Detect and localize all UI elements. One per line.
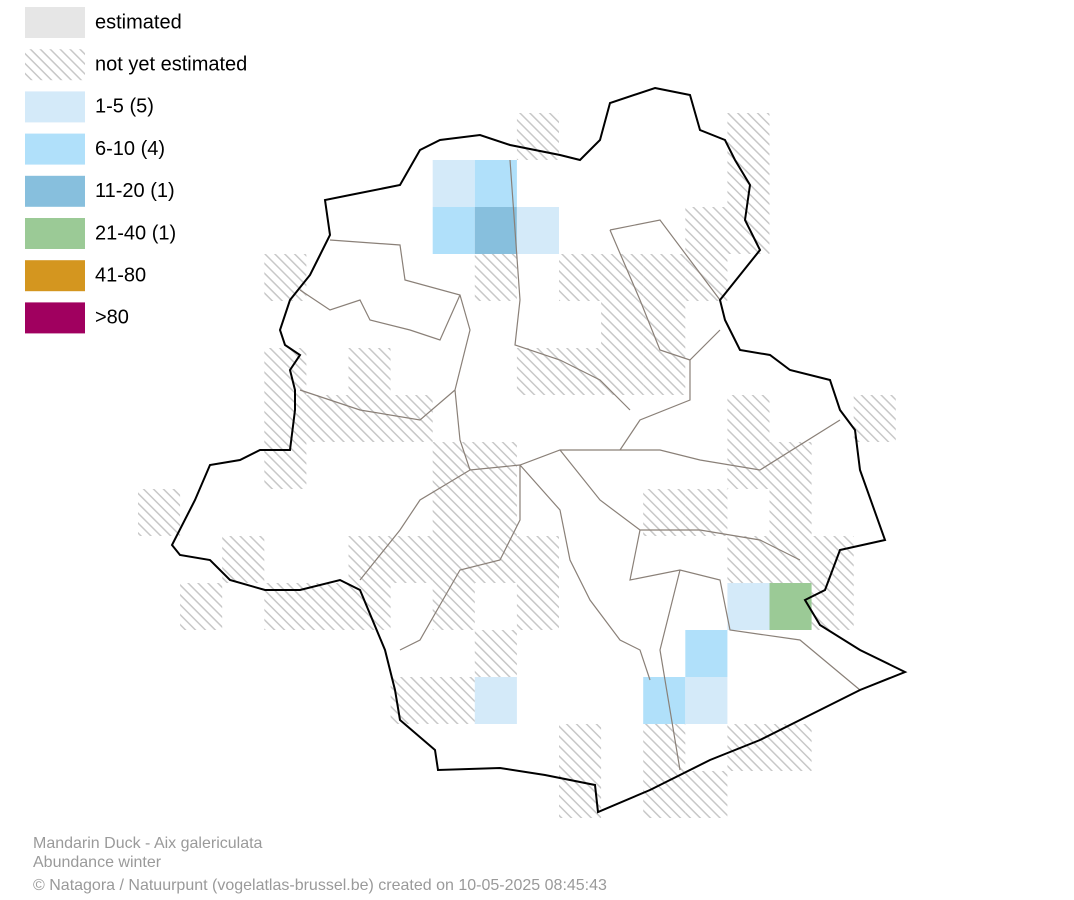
legend-label: 6-10 (4) xyxy=(95,138,165,160)
cell-not-estimated xyxy=(222,536,265,583)
cell-not-estimated xyxy=(727,113,770,160)
cell-not-estimated xyxy=(348,583,391,630)
cell-not-estimated xyxy=(769,489,812,536)
cell-abundance xyxy=(432,160,475,207)
legend-swatch xyxy=(25,133,85,165)
cell-abundance xyxy=(432,207,475,254)
cell-not-estimated xyxy=(853,395,896,442)
cell-not-estimated xyxy=(811,536,854,583)
legend-swatch xyxy=(25,218,85,249)
species-name: Mandarin Duck - Aix galericulata xyxy=(33,835,263,852)
cell-not-estimated xyxy=(432,536,475,583)
municipality-borders xyxy=(299,159,861,771)
cell-not-estimated xyxy=(727,724,770,771)
grid-cells xyxy=(138,113,896,818)
cell-not-estimated xyxy=(601,348,644,395)
cell-not-estimated xyxy=(559,348,602,395)
cell-abundance xyxy=(474,677,517,724)
cell-abundance xyxy=(727,583,770,630)
cell-not-estimated xyxy=(727,207,770,254)
cell-not-estimated xyxy=(601,301,644,348)
cell-abundance xyxy=(685,677,728,724)
cell-abundance xyxy=(769,583,812,630)
region-border xyxy=(170,86,908,814)
cell-not-estimated xyxy=(643,771,686,818)
cell-not-estimated xyxy=(727,536,770,583)
cell-not-estimated xyxy=(516,583,559,630)
cell-not-estimated xyxy=(516,348,559,395)
cell-not-estimated xyxy=(474,489,517,536)
legend-swatch xyxy=(25,91,85,123)
cell-not-estimated xyxy=(643,254,686,301)
legend-swatch xyxy=(25,302,85,334)
legend-swatch xyxy=(25,49,85,81)
cell-abundance xyxy=(685,630,728,677)
cell-not-estimated xyxy=(306,395,349,442)
cell-not-estimated xyxy=(264,254,307,301)
cell-not-estimated xyxy=(685,771,728,818)
cell-not-estimated xyxy=(643,489,686,536)
legend-swatch xyxy=(25,175,85,207)
cell-not-estimated xyxy=(474,536,517,583)
cell-not-estimated xyxy=(685,254,728,301)
cell-not-estimated xyxy=(306,583,349,630)
cell-not-estimated xyxy=(348,536,391,583)
cell-not-estimated xyxy=(474,630,517,677)
cell-not-estimated xyxy=(432,489,475,536)
cell-not-estimated xyxy=(390,536,433,583)
cell-not-estimated xyxy=(348,395,391,442)
cell-not-estimated xyxy=(138,489,181,536)
cell-abundance xyxy=(474,207,517,254)
cell-not-estimated xyxy=(643,348,686,395)
legend-swatch xyxy=(25,260,85,292)
cell-not-estimated xyxy=(685,207,728,254)
cell-not-estimated xyxy=(474,254,517,301)
cell-not-estimated xyxy=(432,442,475,489)
cell-not-estimated xyxy=(559,724,602,771)
legend-label: estimated xyxy=(95,11,182,33)
cell-not-estimated xyxy=(727,395,770,442)
cell-not-estimated xyxy=(769,536,812,583)
cell-not-estimated xyxy=(769,442,812,489)
legend-label: 11-20 (1) xyxy=(95,180,175,202)
legend: estimated not yet estimated 1-5 (5) 6-10 (4… xyxy=(25,7,247,334)
cell-not-estimated xyxy=(601,254,644,301)
legend-label: 41-80 xyxy=(95,264,146,286)
cell-not-estimated xyxy=(516,113,559,160)
cell-not-estimated xyxy=(685,489,728,536)
cell-not-estimated xyxy=(348,348,391,395)
cell-not-estimated xyxy=(432,677,475,724)
cell-abundance xyxy=(516,207,559,254)
cell-abundance xyxy=(643,677,686,724)
cell-not-estimated xyxy=(559,254,602,301)
legend-label: 1-5 (5) xyxy=(95,96,154,118)
cell-not-estimated xyxy=(264,395,307,442)
cell-not-estimated xyxy=(180,583,223,630)
legend-label: not yet estimated xyxy=(95,53,247,75)
legend-label: >80 xyxy=(95,307,129,329)
cell-not-estimated xyxy=(516,536,559,583)
map-subtitle: Abundance winter xyxy=(33,854,162,871)
cell-abundance xyxy=(474,160,517,207)
legend-swatch xyxy=(25,7,85,38)
credit: © Natagora / Natuurpunt (vogelatlas-brus… xyxy=(33,877,607,894)
region-outline xyxy=(170,86,908,814)
legend-label: 21-40 (1) xyxy=(95,222,176,244)
